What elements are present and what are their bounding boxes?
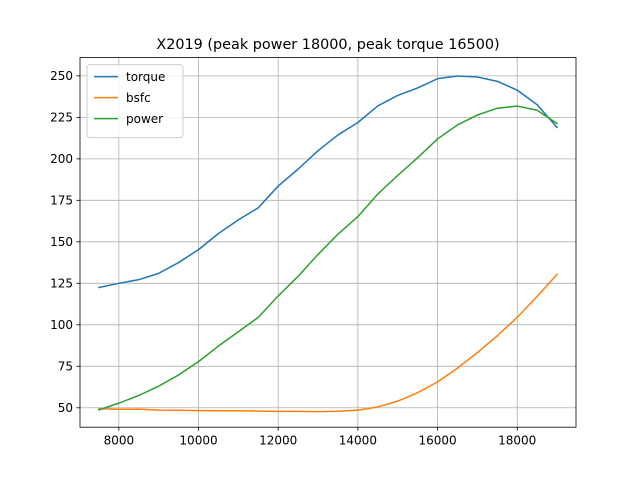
grid-lines xyxy=(80,57,576,428)
y-tick-label: 225 xyxy=(50,111,73,125)
x-tick-label: 14000 xyxy=(339,434,377,448)
x-tick-label: 12000 xyxy=(259,434,297,448)
series-lines xyxy=(97,75,559,413)
legend-label-power: power xyxy=(126,112,163,126)
y-tick-label: 125 xyxy=(50,277,73,291)
chart-title: X2019 (peak power 18000, peak torque 165… xyxy=(156,37,499,53)
x-tick-label: 18000 xyxy=(498,434,536,448)
x-tick-label: 8000 xyxy=(104,434,135,448)
y-tick-label: 50 xyxy=(58,401,73,415)
plot-frame xyxy=(79,57,577,428)
y-tick-label: 75 xyxy=(58,360,73,374)
series-line-power xyxy=(97,105,559,411)
x-tick-label: 10000 xyxy=(179,434,217,448)
series-line-bsfc xyxy=(98,273,559,413)
y-tick-label: 175 xyxy=(50,194,73,208)
legend-label-torque: torque xyxy=(126,70,165,84)
legend: torque bsfc power xyxy=(86,64,184,139)
series-line-torque xyxy=(98,75,559,289)
x-tick-label: 16000 xyxy=(418,434,456,448)
axis-ticks: 8000 10000 12000 14000 16000 18000 50 75 100 125 1… xyxy=(50,69,536,448)
y-tick-label: 200 xyxy=(50,152,73,166)
legend-label-bsfc: bsfc xyxy=(126,91,151,105)
y-tick-label: 250 xyxy=(50,69,73,83)
y-tick-label: 150 xyxy=(50,235,73,249)
y-tick-label: 100 xyxy=(50,318,73,332)
